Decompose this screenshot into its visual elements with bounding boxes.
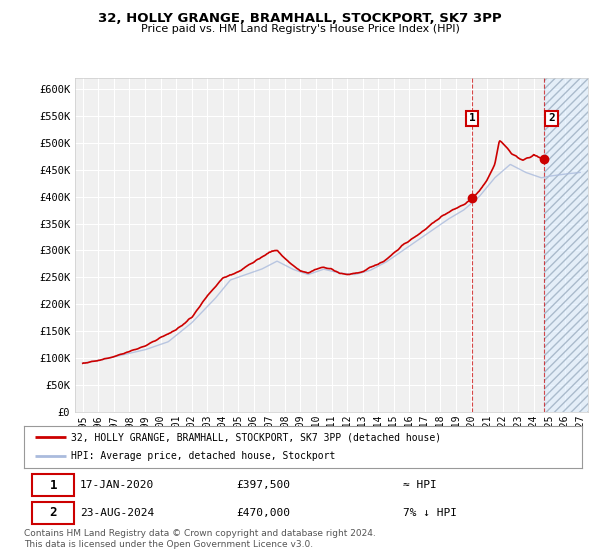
Text: Price paid vs. HM Land Registry's House Price Index (HPI): Price paid vs. HM Land Registry's House …: [140, 24, 460, 34]
Text: Contains HM Land Registry data © Crown copyright and database right 2024.
This d: Contains HM Land Registry data © Crown c…: [24, 529, 376, 549]
Text: 32, HOLLY GRANGE, BRAMHALL, STOCKPORT, SK7 3PP (detached house): 32, HOLLY GRANGE, BRAMHALL, STOCKPORT, S…: [71, 432, 442, 442]
Text: 23-AUG-2024: 23-AUG-2024: [80, 508, 154, 517]
Text: 7% ↓ HPI: 7% ↓ HPI: [403, 508, 457, 517]
Text: 17-JAN-2020: 17-JAN-2020: [80, 480, 154, 490]
Bar: [544, 78, 588, 412]
Text: £470,000: £470,000: [236, 508, 290, 517]
Text: HPI: Average price, detached house, Stockport: HPI: Average price, detached house, Stoc…: [71, 451, 336, 461]
Text: ≈ HPI: ≈ HPI: [403, 480, 437, 490]
FancyBboxPatch shape: [32, 502, 74, 524]
Text: £397,500: £397,500: [236, 480, 290, 490]
Text: 1: 1: [50, 479, 57, 492]
Bar: [544, 78, 588, 412]
Text: 1: 1: [469, 113, 476, 123]
Text: 32, HOLLY GRANGE, BRAMHALL, STOCKPORT, SK7 3PP: 32, HOLLY GRANGE, BRAMHALL, STOCKPORT, S…: [98, 12, 502, 25]
FancyBboxPatch shape: [32, 474, 74, 496]
Text: 2: 2: [548, 113, 555, 123]
Text: 2: 2: [50, 506, 57, 519]
